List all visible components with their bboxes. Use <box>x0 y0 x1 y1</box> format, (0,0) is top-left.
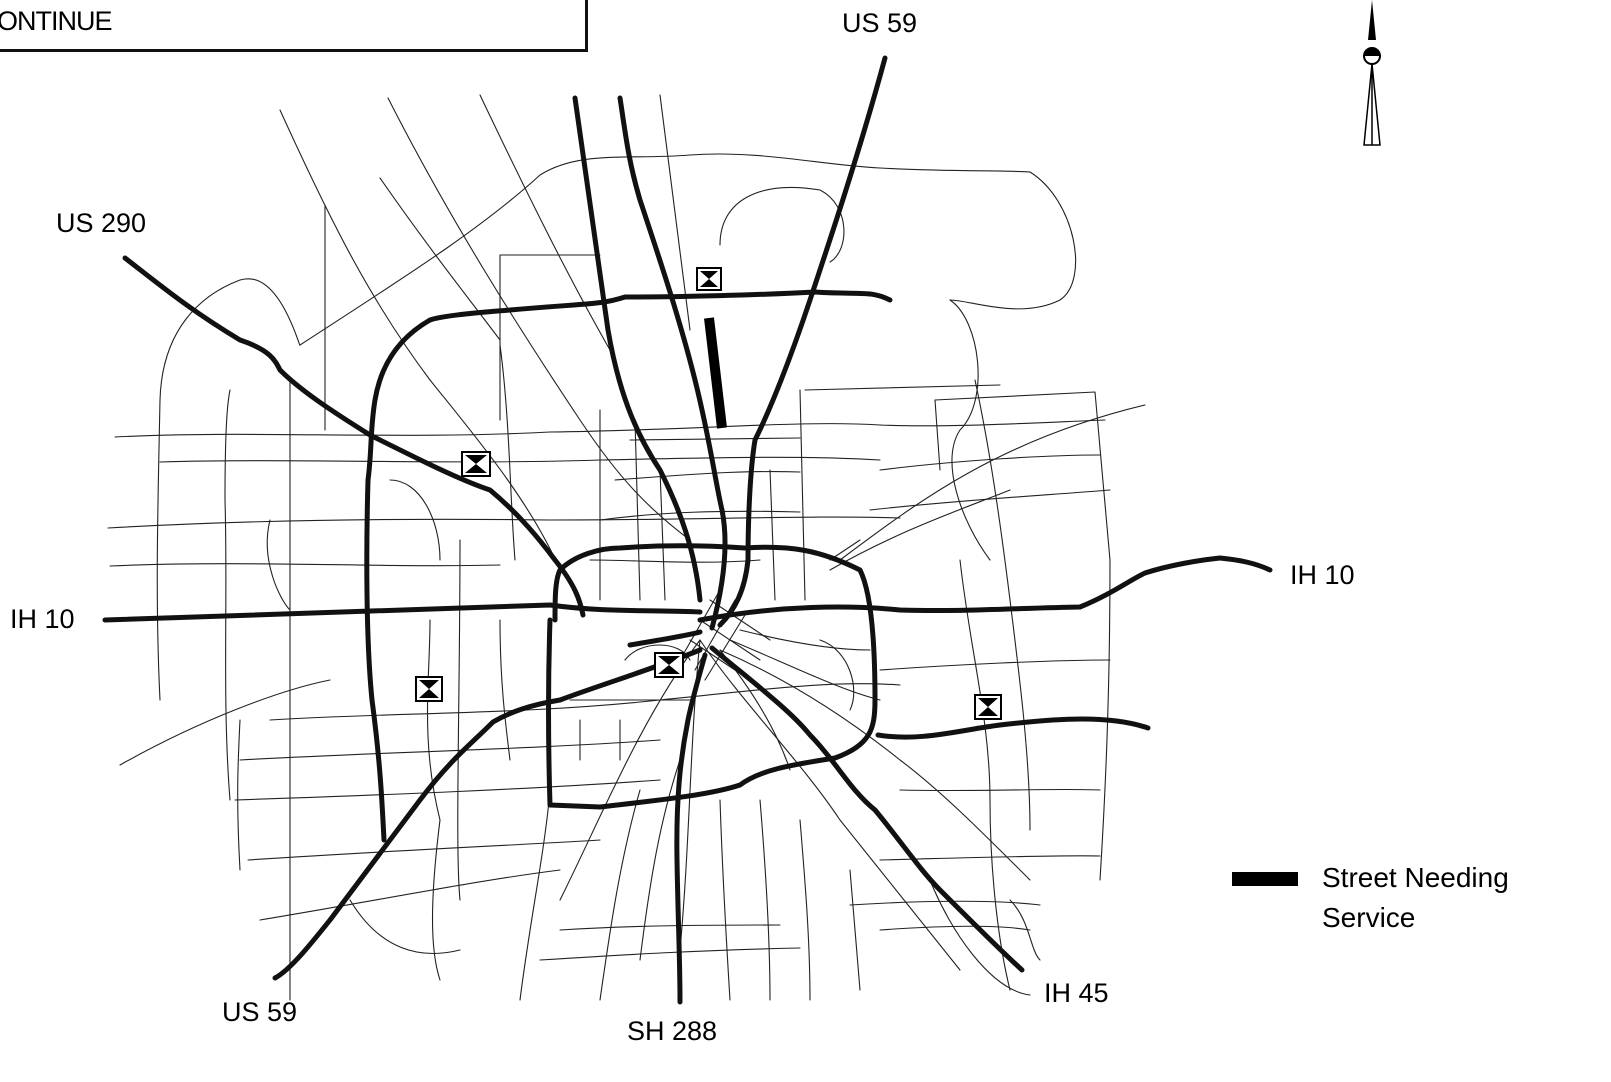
label-sh288: SH 288 <box>627 1016 718 1046</box>
label-us59-south: US 59 <box>222 997 298 1027</box>
legend-line-2: Service <box>1322 902 1416 933</box>
highway-network <box>102 55 1273 1005</box>
label-ih45: IH 45 <box>1044 978 1109 1008</box>
legend: Street Needing Service <box>1322 858 1572 938</box>
street-needing-service-segment <box>704 317 727 429</box>
bus-stop-marker-icon <box>974 694 1002 720</box>
legend-line-1: Street Needing <box>1322 862 1509 893</box>
legend-swatch <box>1232 872 1298 886</box>
bus-stop-marker-icon <box>654 652 684 678</box>
continue-text: ONTINUE <box>0 6 112 36</box>
label-us290: US 290 <box>56 208 147 238</box>
label-us59-north: US 59 <box>842 8 918 38</box>
bus-stop-marker-icon <box>415 676 443 702</box>
bus-stop-markers <box>415 267 1002 720</box>
continue-box: ONTINUE <box>0 0 588 52</box>
north-arrow-icon <box>1363 0 1381 146</box>
street-network <box>107 94 1146 1001</box>
label-ih10-east: IH 10 <box>1290 560 1355 590</box>
bus-stop-marker-icon <box>461 451 491 477</box>
label-ih10-west: IH 10 <box>10 604 75 634</box>
bus-stop-marker-icon <box>696 267 722 291</box>
